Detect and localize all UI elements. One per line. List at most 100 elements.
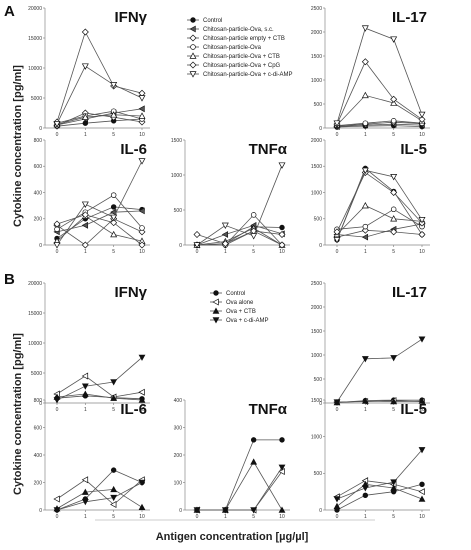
x-tick-label: 5 [392, 407, 395, 413]
y-axis-label-a: Cytokine concentration [pg/ml] [12, 65, 24, 227]
legend-marker [212, 307, 220, 314]
x-tick-label: 1 [84, 132, 87, 138]
data-point [81, 63, 89, 70]
legend-label: Chitosan-particle-Ova + c-di-AMP [203, 72, 293, 78]
series-line [56, 108, 143, 126]
data-point [250, 507, 258, 514]
data-point [418, 115, 426, 123]
legend-marker [189, 61, 197, 69]
data-point [390, 118, 397, 124]
series-line [336, 229, 423, 238]
y-tick-label: 1000 [311, 190, 322, 196]
series-line [336, 123, 423, 127]
y-tick-label: 1000 [311, 353, 322, 359]
data-point [361, 25, 369, 32]
data-point [81, 488, 89, 495]
x-tick-label: 5 [392, 132, 395, 138]
data-point [390, 189, 398, 196]
data-point [418, 336, 426, 343]
series-ova-c-di-amp [53, 479, 146, 514]
data-point [390, 355, 398, 362]
series-chitosan-particle-ova-c-di-amp [53, 158, 146, 249]
data-point [138, 158, 146, 165]
legend-marker [189, 25, 196, 33]
series-chitosan-particle-ova-cpg [333, 169, 426, 236]
series-line [56, 215, 143, 242]
y-tick-label: 0 [319, 508, 322, 514]
x-tick-label: 10 [419, 249, 425, 255]
data-point [138, 388, 145, 396]
data-point [362, 492, 369, 499]
legend-item: Chitosan-particle-Ova + CpG [187, 61, 281, 69]
series-line [56, 482, 143, 511]
data-point [221, 507, 229, 514]
x-tick-label: 10 [279, 249, 285, 255]
data-point [419, 481, 425, 488]
series-line [197, 467, 283, 511]
legend-item: Chitosan-particle-Ova + c-di-AMP [187, 71, 293, 78]
series-chitosan-particle-ova-s-c [53, 105, 145, 129]
x-tick-label: 10 [419, 132, 425, 138]
y-tick-label: 1500 [311, 164, 322, 170]
series-chitosan-particle-ova-cpg [193, 227, 286, 249]
series-chitosan-particle-ova-cpg [53, 211, 146, 249]
data-point [250, 458, 258, 465]
x-tick-label: 10 [419, 407, 425, 413]
legend-marker [190, 44, 196, 50]
y-tick-label: 20000 [28, 281, 42, 287]
chart-b-ifngamma: 0 5000 10000 15000 20000 0 1 5 10 IFNγ [28, 281, 150, 413]
data-point [110, 192, 117, 198]
data-point [53, 242, 61, 249]
data-point [278, 162, 286, 169]
y-tick-label: 500 [174, 208, 183, 214]
y-tick-label: 2500 [311, 281, 322, 287]
series-chitosan-particle-ova-c-di-amp [333, 25, 426, 127]
data-point [390, 484, 398, 491]
y-tick-label: 200 [34, 217, 43, 223]
data-point [138, 503, 146, 510]
series-line [336, 121, 423, 127]
data-point [81, 221, 89, 229]
chart-a-ifngamma: 0 5000 10000 15000 20000 0 1 5 10 IFNγ [28, 6, 150, 138]
chart-title: IL-6 [120, 401, 147, 418]
legend-marker [212, 298, 219, 306]
legend-marker [190, 17, 196, 23]
data-point [81, 28, 89, 36]
y-tick-label: 200 [174, 453, 183, 459]
series-line [197, 439, 282, 511]
data-point [361, 58, 369, 66]
x-tick-label: 10 [139, 514, 145, 520]
y-tick-label: 0 [39, 243, 42, 249]
data-point [418, 488, 425, 496]
chart-b-tnfalpha: 0 100 200 300 400 0 1 5 10 TNFα [174, 398, 290, 520]
series-line [336, 208, 423, 230]
x-tick-label: 0 [56, 514, 59, 520]
data-point [221, 231, 229, 238]
series-line [336, 61, 423, 125]
series-line [56, 114, 143, 125]
data-point [138, 105, 145, 113]
series-line [336, 125, 423, 128]
series-line [56, 214, 143, 246]
legend-marker [213, 290, 219, 296]
y-tick-label: 400 [34, 453, 43, 459]
legend-label: Chitosan-particle-Ova [203, 45, 262, 51]
legend-label: Chitosan-particle empty + CTB [203, 36, 285, 42]
data-point [138, 112, 146, 119]
chart-title: IFNγ [114, 9, 147, 26]
data-point [333, 399, 341, 406]
chart-title: IL-17 [392, 9, 427, 26]
data-point [53, 507, 61, 514]
y-tick-label: 1000 [311, 434, 322, 440]
y-tick-label: 500 [314, 217, 323, 223]
data-point [81, 499, 89, 506]
series-chitosan-particle-ova [54, 108, 145, 126]
y-tick-label: 500 [314, 377, 323, 383]
data-point [81, 383, 89, 390]
data-point [390, 99, 398, 106]
data-point [193, 242, 201, 249]
panel-label-b: B [4, 271, 15, 288]
data-point [390, 398, 398, 405]
series-ova-alone [53, 476, 145, 508]
series-line [197, 471, 283, 511]
